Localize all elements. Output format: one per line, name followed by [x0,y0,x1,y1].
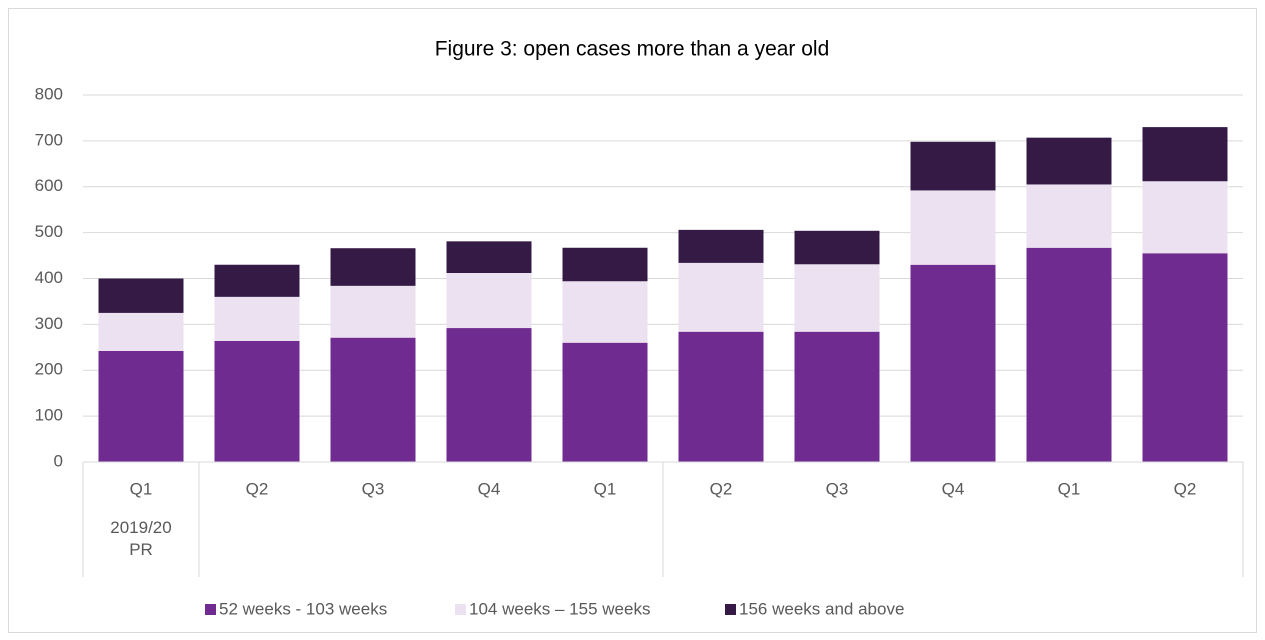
bar-segment [1142,181,1228,254]
bar-segment [214,264,300,297]
bar-segment [910,264,996,462]
y-tick-label: 300 [35,314,63,333]
bar-segment [446,328,532,462]
legend-label: 104 weeks – 155 weeks [469,599,650,618]
y-tick-label: 100 [35,406,63,425]
y-tick-label: 200 [35,360,63,379]
legend-label: 156 weeks and above [739,599,904,618]
y-tick-label: 0 [54,451,63,470]
bar-segment [98,350,184,462]
bar-segment [910,141,996,191]
bar-segment [678,331,764,462]
bar-segment [98,312,184,351]
bar-segment [678,229,764,263]
x-tick-label: Q1 [594,479,617,498]
bar-segment [1026,184,1112,248]
group-label: 2019/20 PR [110,518,171,559]
y-tick-label: 800 [35,84,63,103]
bar-segment [794,264,880,332]
bar-segment [910,190,996,265]
bar-segment [330,337,416,462]
bar-segment [794,230,880,265]
legend-swatch [455,604,466,615]
bar-segment [330,248,416,286]
bar-segment [562,247,648,282]
bar-segment [330,285,416,338]
bar-segment [446,272,532,329]
chart-title: Figure 3: open cases more than a year ol… [435,38,830,61]
bar-segment [678,262,764,332]
x-tick-label: Q1 [130,479,153,498]
bar-segment [1142,253,1228,462]
legend-swatch [205,604,216,615]
legend-label: 52 weeks - 103 weeks [219,599,387,618]
bar-segment [214,340,300,462]
bar-segment [1142,127,1228,182]
bar-segment [98,278,184,313]
y-tick-label: 700 [35,130,63,149]
x-tick-label: Q4 [942,479,965,498]
y-tick-label: 600 [35,176,63,195]
x-tick-label: Q2 [1174,479,1197,498]
bar-segment [214,296,300,341]
bar-segment [1026,137,1112,185]
bar-segment [562,281,648,343]
bar-segment [562,342,648,462]
y-tick-label: 400 [35,268,63,287]
x-tick-label: Q4 [478,479,501,498]
x-tick-label: Q2 [710,479,733,498]
bar-segment [794,331,880,462]
x-tick-label: Q3 [826,479,849,498]
x-tick-label: Q1 [1058,479,1081,498]
x-tick-label: Q2 [246,479,269,498]
bar-segment [1026,247,1112,462]
bar-segment [446,241,532,273]
legend-swatch [725,604,736,615]
x-tick-label: Q3 [362,479,385,498]
y-tick-label: 500 [35,222,63,241]
